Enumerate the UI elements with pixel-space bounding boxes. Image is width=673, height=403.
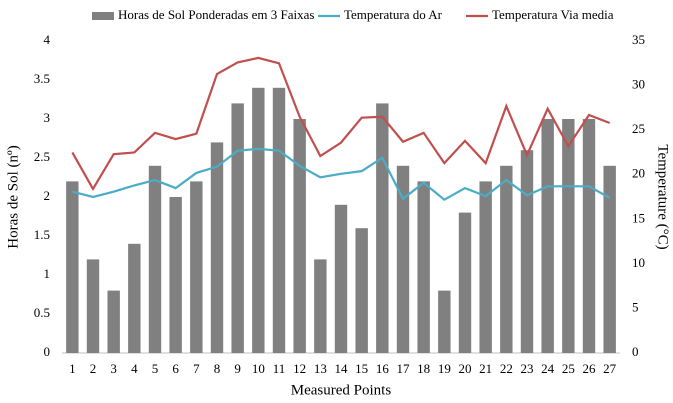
x-tick-label: 4: [131, 361, 138, 376]
bar: [190, 181, 203, 353]
x-tick-label: 21: [479, 361, 492, 376]
x-tick-label: 25: [562, 361, 575, 376]
bar: [603, 165, 616, 353]
x-tick-label: 14: [335, 361, 349, 376]
bar: [86, 259, 100, 353]
bar: [293, 119, 306, 353]
x-tick-label: 16: [376, 361, 390, 376]
x-tick-label: 20: [459, 361, 472, 376]
x-tick-label: 17: [397, 361, 411, 376]
bar: [148, 165, 162, 353]
y2-tick-label: 25: [632, 121, 645, 136]
bar: [562, 119, 575, 353]
y-tick-label: 4: [44, 32, 51, 47]
line: [71, 56, 611, 192]
bar: [314, 259, 327, 353]
bar: [582, 119, 596, 353]
x-tick-label: 15: [355, 361, 368, 376]
x-tick-label: 1: [69, 361, 76, 376]
y2-tick-label: 35: [632, 32, 645, 47]
bar: [355, 228, 368, 353]
x-tick-label: 5: [152, 361, 159, 376]
y-axis-label: Horas de Sol (nº): [5, 145, 21, 248]
x-tick-label: 11: [273, 361, 286, 376]
y-tick-label: 3.5: [34, 71, 50, 86]
bar: [458, 212, 472, 353]
bar: [107, 290, 120, 353]
bar: [541, 119, 554, 353]
bar: [128, 243, 141, 353]
bar: [210, 142, 224, 353]
x-tick-label: 19: [438, 361, 451, 376]
legend-label: Temperatura do Ar: [344, 7, 443, 22]
x-tick-label: 18: [417, 361, 430, 376]
y-tick-label: 0: [44, 344, 51, 359]
bar: [334, 204, 348, 353]
x-tick-label: 22: [500, 361, 513, 376]
y2-tick-label: 15: [632, 210, 645, 225]
x-tick-label: 13: [314, 361, 327, 376]
legend-swatch: [92, 12, 114, 20]
y-tick-label: 2.5: [34, 149, 50, 164]
x-tick-label: 6: [172, 361, 179, 376]
y-tick-label: 0.5: [34, 305, 50, 320]
y-tick-label: 2: [44, 188, 51, 203]
bar: [417, 181, 430, 353]
bar: [66, 181, 79, 353]
bar: [520, 150, 534, 353]
bar: [376, 103, 389, 354]
y2-tick-label: 10: [632, 255, 645, 270]
bar: [500, 165, 513, 353]
x-tick-label: 12: [293, 361, 306, 376]
bar: [396, 165, 410, 353]
y-tick-label: 1.5: [34, 227, 50, 242]
legend-label: Temperatura Via media: [492, 7, 614, 22]
x-tick-label: 24: [541, 361, 555, 376]
bar: [272, 87, 286, 354]
y2-axis-label: Temperature (°C): [655, 144, 671, 249]
x-axis-label: Measured Points: [291, 382, 392, 398]
x-tick-label: 7: [193, 361, 200, 376]
x-tick-label: 3: [110, 361, 117, 376]
y-tick-label: 1: [44, 266, 51, 281]
legend-label: Horas de Sol Ponderadas em 3 Faixas: [118, 7, 314, 22]
bar: [252, 87, 265, 354]
y2-tick-label: 30: [632, 77, 645, 92]
x-tick-label: 8: [214, 361, 221, 376]
bar: [438, 290, 451, 353]
y2-tick-label: 20: [632, 166, 645, 181]
x-tick-label: 10: [252, 361, 265, 376]
bar: [231, 103, 244, 354]
bar: [479, 181, 492, 353]
y2-tick-label: 5: [632, 299, 639, 314]
y-tick-label: 3: [44, 110, 51, 125]
bar: [169, 197, 182, 353]
x-tick-label: 23: [521, 361, 534, 376]
x-tick-label: 27: [603, 361, 617, 376]
x-tick-label: 26: [583, 361, 597, 376]
x-tick-label: 2: [90, 361, 97, 376]
x-tick-label: 9: [234, 361, 241, 376]
line: [72, 147, 611, 202]
y2-tick-label: 0: [632, 344, 639, 359]
